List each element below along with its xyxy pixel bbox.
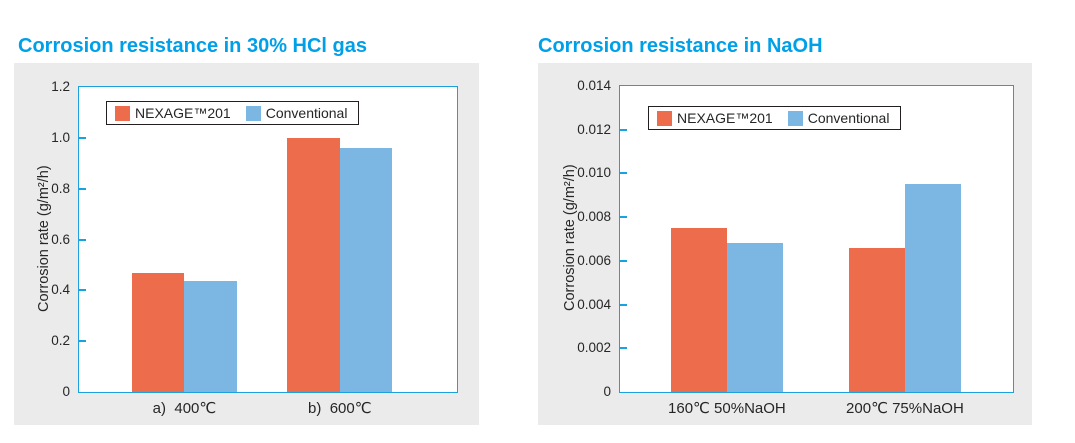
bar-nexage bbox=[670, 228, 727, 392]
y-tick-label: 0.6 bbox=[51, 231, 70, 247]
y-tick-mark bbox=[620, 216, 627, 219]
y-tick-mark bbox=[79, 340, 86, 343]
bar-nexage bbox=[848, 247, 905, 392]
y-tick-mark bbox=[620, 128, 627, 131]
legend-label-conventional: Conventional bbox=[807, 110, 890, 126]
plot-area-hcl: NEXAGE™201 Conventional 0 0.2 0.4 0.6 0.8 1.0… bbox=[51, 79, 458, 417]
y-tick-label: 0.8 bbox=[51, 180, 70, 196]
y-tick-mark bbox=[79, 136, 86, 139]
y-tick-label: 0.010 bbox=[577, 165, 611, 181]
bar-group bbox=[670, 228, 783, 392]
y-tick-label: 1.2 bbox=[51, 79, 70, 94]
y-tick-mark bbox=[620, 259, 627, 262]
chart-title-naoh: Corrosion resistance in NaOH bbox=[538, 34, 823, 57]
x-category-label: b) 600℃ bbox=[308, 400, 372, 417]
y-tick-label: 0.2 bbox=[51, 333, 70, 349]
legend: NEXAGE™201 Conventional bbox=[648, 106, 902, 130]
y-tick-label: 0.004 bbox=[577, 296, 611, 312]
y-tick-label: 0 bbox=[62, 384, 70, 399]
x-category-label: 160℃ 50%NaOH bbox=[668, 400, 786, 417]
y-tick-label: 0.008 bbox=[577, 209, 611, 225]
chart-panel-hcl: Corrosion rate (g/m²/h) NEXAGE™201 Conve… bbox=[14, 63, 479, 425]
y-tick-mark bbox=[79, 289, 86, 292]
y-axis-title: Corrosion rate (g/m²/h) bbox=[36, 165, 52, 312]
y-tick-label: 1.0 bbox=[51, 129, 70, 145]
chart-panel-naoh: Corrosion rate (g/m²/h) NEXAGE™201 Conve… bbox=[538, 63, 1032, 425]
legend-entry-conventional: Conventional bbox=[245, 105, 348, 121]
y-tick-label: 0.002 bbox=[577, 340, 611, 356]
y-tick-label: 0.014 bbox=[577, 78, 611, 93]
legend-label-nexage: NEXAGE™201 bbox=[677, 110, 773, 126]
legend-entry-conventional: Conventional bbox=[787, 110, 890, 126]
bar-group bbox=[131, 272, 237, 392]
plot-area-naoh: NEXAGE™201 Conventional 0 0.002 0.004 0.006… bbox=[577, 78, 1014, 417]
legend-entry-nexage: NEXAGE™201 bbox=[657, 110, 773, 126]
conventional-swatch-icon bbox=[787, 110, 803, 126]
y-tick-mark bbox=[620, 172, 627, 175]
y-tick-mark bbox=[79, 187, 86, 190]
y-axis-title: Corrosion rate (g/m²/h) bbox=[562, 164, 578, 312]
chart-title-hcl: Corrosion resistance in 30% HCl gas bbox=[18, 34, 368, 57]
nexage-swatch-icon bbox=[115, 105, 130, 121]
x-category-label: 200℃ 75%NaOH bbox=[846, 400, 964, 417]
bar-group bbox=[287, 137, 393, 392]
y-tick-mark bbox=[620, 303, 627, 306]
y-tick-label: 0.006 bbox=[577, 252, 611, 268]
nexage-swatch-icon bbox=[657, 110, 672, 126]
y-tick-label: 0.012 bbox=[577, 121, 611, 137]
bar-conventional bbox=[726, 243, 783, 392]
legend: NEXAGE™201 Conventional bbox=[106, 101, 360, 125]
bar-group bbox=[848, 184, 961, 392]
y-tick-label: 0.4 bbox=[51, 282, 70, 298]
x-category-label: a) 400℃ bbox=[152, 400, 217, 417]
conventional-swatch-icon bbox=[245, 105, 261, 121]
y-tick-mark bbox=[620, 347, 627, 350]
legend-label-conventional: Conventional bbox=[265, 105, 348, 121]
y-tick-label: 0 bbox=[603, 384, 611, 399]
legend-label-nexage: NEXAGE™201 bbox=[135, 105, 231, 121]
bar-conventional bbox=[904, 184, 961, 392]
bar-conventional bbox=[184, 281, 237, 392]
y-tick-mark bbox=[79, 238, 86, 241]
legend-entry-nexage: NEXAGE™201 bbox=[115, 105, 231, 121]
bar-nexage bbox=[131, 272, 185, 392]
bar-conventional bbox=[339, 148, 393, 392]
bar-nexage bbox=[287, 137, 340, 392]
